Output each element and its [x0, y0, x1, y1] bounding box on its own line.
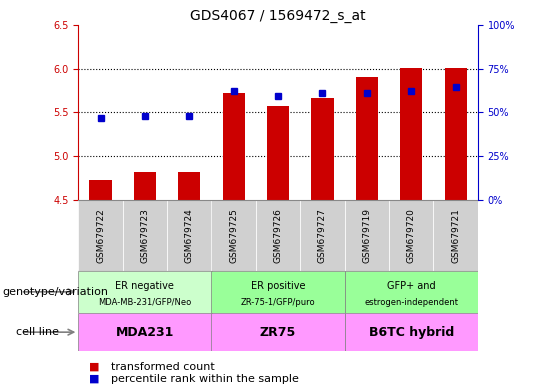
Bar	[90, 180, 112, 200]
Text: genotype/variation: genotype/variation	[3, 287, 109, 297]
Bar	[78, 200, 123, 271]
Bar	[212, 271, 345, 313]
Bar	[78, 271, 212, 313]
Bar	[256, 200, 300, 271]
Text: ZR-75-1/GFP/puro: ZR-75-1/GFP/puro	[241, 298, 315, 307]
Bar	[212, 313, 345, 351]
Text: ZR75: ZR75	[260, 326, 296, 339]
Bar	[345, 200, 389, 271]
Bar	[400, 68, 422, 200]
Text: ER negative: ER negative	[116, 280, 174, 291]
Text: percentile rank within the sample: percentile rank within the sample	[111, 374, 299, 384]
Bar	[212, 200, 256, 271]
Text: GSM679721: GSM679721	[451, 208, 460, 263]
Text: GSM679724: GSM679724	[185, 208, 194, 263]
Bar	[444, 68, 467, 200]
Text: GSM679722: GSM679722	[96, 208, 105, 263]
Text: cell line: cell line	[16, 327, 59, 337]
Bar	[178, 172, 200, 200]
Text: MDA-MB-231/GFP/Neo: MDA-MB-231/GFP/Neo	[98, 298, 192, 307]
Text: GSM679727: GSM679727	[318, 208, 327, 263]
Text: GSM679726: GSM679726	[274, 208, 282, 263]
Bar	[300, 200, 345, 271]
Bar	[389, 200, 434, 271]
Text: GFP+ and: GFP+ and	[387, 280, 436, 291]
Text: GSM679725: GSM679725	[229, 208, 238, 263]
Text: ■: ■	[89, 374, 99, 384]
Title: GDS4067 / 1569472_s_at: GDS4067 / 1569472_s_at	[190, 8, 366, 23]
Text: GSM679720: GSM679720	[407, 208, 416, 263]
Bar	[167, 200, 212, 271]
Bar	[267, 106, 289, 200]
Text: ■: ■	[89, 362, 99, 372]
Text: estrogen-independent: estrogen-independent	[364, 298, 458, 307]
Bar	[123, 200, 167, 271]
Bar	[345, 271, 478, 313]
Text: B6TC hybrid: B6TC hybrid	[369, 326, 454, 339]
Bar	[356, 78, 378, 200]
Text: MDA231: MDA231	[116, 326, 174, 339]
Bar	[312, 98, 334, 200]
Bar	[222, 93, 245, 200]
Text: GSM679723: GSM679723	[140, 208, 150, 263]
Bar	[434, 200, 478, 271]
Bar	[345, 313, 478, 351]
Text: ER positive: ER positive	[251, 280, 305, 291]
Text: GSM679719: GSM679719	[362, 208, 372, 263]
Bar	[78, 313, 212, 351]
Text: transformed count: transformed count	[111, 362, 214, 372]
Bar	[134, 172, 156, 200]
